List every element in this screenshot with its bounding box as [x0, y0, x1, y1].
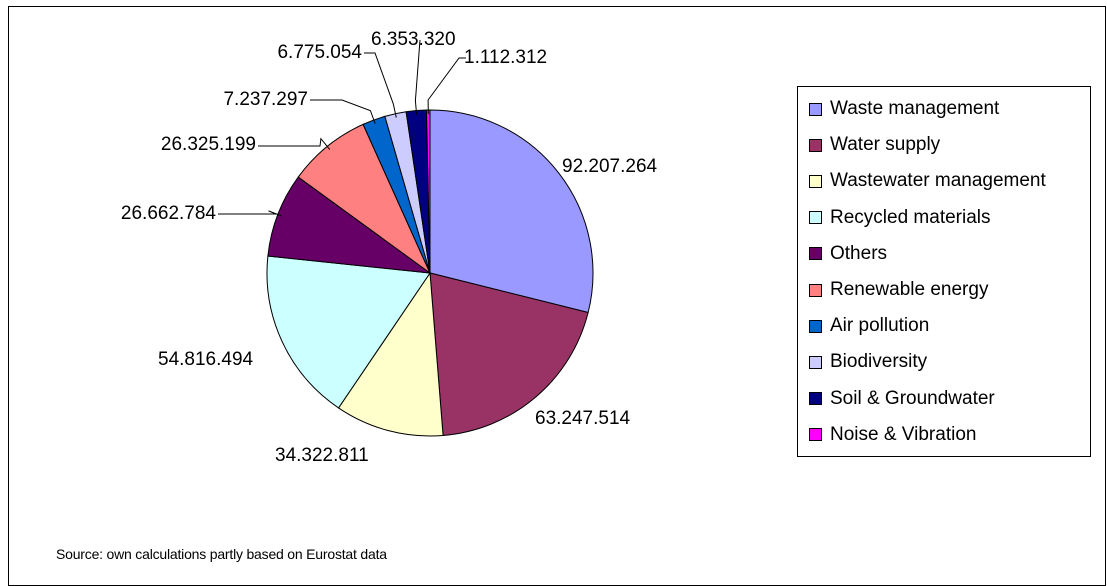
legend-swatch [809, 319, 822, 333]
pie-chart: 92.207.264 63.247.514 34.322.811 54.816.494… [121, 29, 658, 466]
data-label: 6.353.320 [371, 29, 456, 50]
data-label: 6.775.054 [277, 42, 362, 63]
legend-item: Water supply [809, 131, 940, 159]
legend-swatch [809, 355, 822, 369]
legend-swatch [809, 283, 822, 297]
legend-label: Air pollution [830, 315, 930, 337]
leader-line [310, 99, 376, 124]
legend-label: Water supply [830, 134, 941, 156]
legend-swatch [809, 102, 822, 116]
legend-item: Others [809, 240, 887, 268]
pie-slice-wastewater-management [337, 271, 444, 437]
legend-item: Soil & Groundwater [809, 385, 995, 413]
legend-swatch [809, 392, 822, 406]
legend-item: Renewable energy [809, 276, 988, 304]
legend-swatch [809, 247, 822, 261]
data-label: 1.112.312 [464, 47, 547, 68]
data-label: 7.237.297 [223, 89, 308, 110]
legend-label: Soil & Groundwater [830, 387, 995, 409]
leader-line [364, 52, 397, 118]
pie-slice-waste-management [429, 109, 594, 314]
legend-label: Recycled materials [830, 206, 991, 228]
leader-line [258, 137, 331, 150]
legend-item: Air pollution [809, 312, 929, 340]
data-label: 26.662.784 [121, 203, 217, 224]
pie-slice-recycled-materials [266, 255, 431, 409]
legend-label: Noise & Vibration [830, 423, 977, 445]
legend-label: Others [830, 242, 888, 264]
data-label: 63.247.514 [535, 408, 631, 429]
leader-line [414, 39, 421, 115]
data-label: 54.816.494 [158, 349, 254, 370]
leader-line [427, 57, 466, 115]
legend-swatch [809, 428, 822, 442]
legend-swatch [809, 211, 822, 225]
legend-item: Waste management [809, 95, 999, 123]
legend-item: Wastewater management [809, 167, 1046, 195]
legend-label: Biodiversity [830, 351, 928, 373]
source-note: Source: own calculations partly based on… [56, 546, 387, 562]
legend-label: Wastewater management [830, 170, 1046, 192]
chart-legend: Waste management Water supply Wastewater m… [797, 86, 1091, 457]
legend-label: Waste management [830, 98, 1000, 119]
legend-item: Recycled materials [809, 204, 991, 232]
legend-swatch [809, 174, 822, 188]
legend-item: Noise & Vibration [809, 421, 976, 449]
data-label: 34.322.811 [275, 445, 369, 466]
data-label: 92.207.264 [562, 156, 658, 177]
data-label: 26.325.199 [161, 134, 256, 155]
legend-label: Renewable energy [830, 279, 989, 300]
pie-slice-water-supply [429, 272, 589, 437]
legend-swatch [809, 138, 822, 152]
legend-item: Biodiversity [809, 348, 927, 376]
leader-line [218, 210, 282, 217]
